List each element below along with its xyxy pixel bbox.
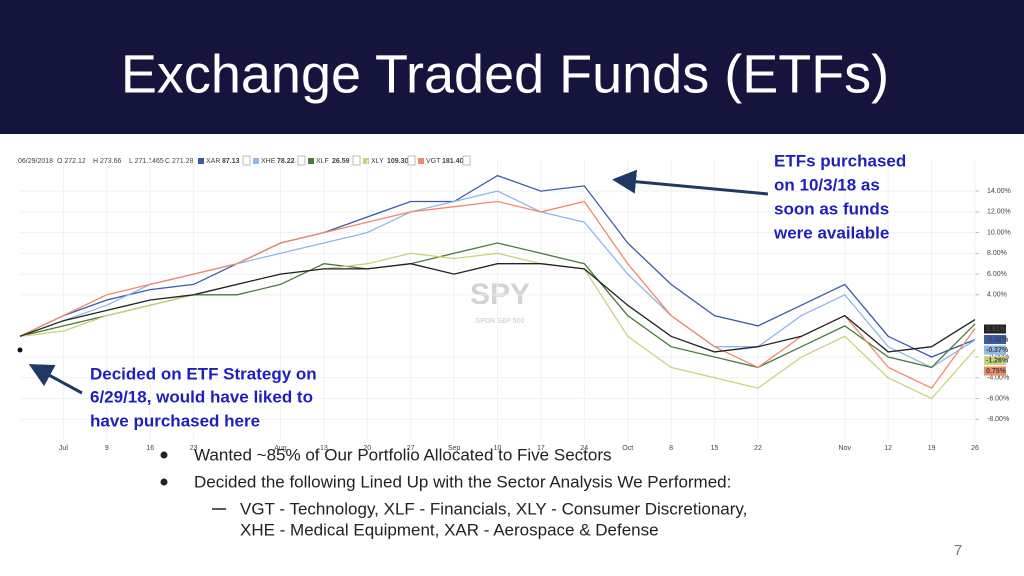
watermark-sub: SPDR S&P 500 xyxy=(476,318,525,325)
end-badge-label: 0.75% xyxy=(986,368,1007,375)
end-badge xyxy=(984,356,1006,365)
legend-dropdown xyxy=(462,155,471,166)
legend-name: XAR xyxy=(206,158,220,165)
legend-quote: 109.30 xyxy=(387,158,409,165)
ohlc: L 271.1465 xyxy=(129,158,164,165)
series-line xyxy=(19,263,976,353)
x-tick-label: 12 xyxy=(884,445,892,452)
y-tick-label: -4.00% xyxy=(987,375,1009,382)
annotation: ETFs purchased xyxy=(774,151,906,170)
legend-name: VGT xyxy=(426,158,441,165)
x-tick-label: 23 xyxy=(190,445,198,452)
annotation: have purchased here xyxy=(90,411,260,430)
x-tick-label: 15 xyxy=(711,445,719,452)
slide-title: Exchange Traded Funds (ETFs) xyxy=(121,44,889,104)
x-tick-label: 27 xyxy=(407,445,415,452)
x-tick-label: 20 xyxy=(363,445,371,452)
annotation: were available xyxy=(773,223,889,242)
legend-swatch xyxy=(308,158,314,164)
page-number: 7 xyxy=(954,542,962,559)
end-badge xyxy=(984,366,1006,376)
end-badge-label: -1.26% xyxy=(986,357,1009,364)
end-badge xyxy=(984,345,1006,355)
y-tick-label: 12.00% xyxy=(987,209,1011,216)
y-tick-label: -8.00% xyxy=(987,416,1009,423)
sub-bullet: XHE - Medical Equipment, XAR - Aerospace… xyxy=(240,520,659,539)
series-line xyxy=(19,174,976,358)
x-tick-label: 26 xyxy=(971,445,979,452)
legend-dropdown xyxy=(407,155,416,166)
title-band xyxy=(0,0,1024,134)
y-tick-label: 4.00% xyxy=(987,292,1007,299)
x-tick-label: 13 xyxy=(320,445,328,452)
legend-swatch xyxy=(253,158,259,164)
legend-swatch xyxy=(363,158,369,164)
y-tick-label: 6.00% xyxy=(987,271,1007,278)
x-tick-label: 10 xyxy=(494,445,502,452)
legend-swatch xyxy=(198,158,204,164)
x-tick-label: 8 xyxy=(669,445,673,452)
x-tick-label: 19 xyxy=(928,445,936,452)
x-tick-label: 24 xyxy=(580,445,588,452)
y-tick-label: 10.00% xyxy=(987,229,1011,236)
legend-name: XLF xyxy=(316,158,329,165)
bullet: Decided the following Lined Up with the … xyxy=(194,472,731,491)
end-badge-label: -0.32% xyxy=(986,336,1009,343)
x-tick-label: Nov xyxy=(839,445,852,452)
x-tick-label: 16 xyxy=(146,445,154,452)
bullet-dot xyxy=(160,451,168,459)
ohlc: O 272.12 xyxy=(57,158,86,165)
annotation: 6/29/18, would have liked to xyxy=(90,387,313,406)
bullet: Wanted ~85% of Our Portfolio Allocated t… xyxy=(194,445,612,464)
end-badge xyxy=(984,324,1006,334)
x-tick-label: Aug xyxy=(274,445,287,452)
end-badge-label: 1.61% xyxy=(986,326,1007,333)
x-tick-label: 17 xyxy=(537,445,545,452)
chart-date: 06/29/2018 xyxy=(18,158,53,165)
chart: 06/29/2018 O 272.12 H 273.66 L 271.1465 C 27… xyxy=(18,155,1011,452)
annotation: soon as funds xyxy=(774,199,889,218)
legend-quote: 181.40 xyxy=(442,158,464,165)
start-dot xyxy=(17,347,23,353)
sub-bullet: VGT - Technology, XLF - Financials, XLY … xyxy=(240,499,747,518)
end-badge xyxy=(984,335,1006,344)
legend-dropdown xyxy=(297,155,306,166)
x-tick-label: Jul xyxy=(59,445,68,452)
y-tick-label: -6.00% xyxy=(987,395,1009,402)
annotation: Decided on ETF Strategy on xyxy=(90,364,317,383)
bullet-dot xyxy=(160,478,168,486)
legend-quote: 78.22 xyxy=(277,158,295,165)
x-tick-label: 22 xyxy=(754,445,762,452)
y-tick-label: 8.00% xyxy=(987,250,1007,257)
legend-swatch xyxy=(418,158,424,164)
y-tick-label: 14.00% xyxy=(987,188,1011,195)
ohlc: C 271.28 xyxy=(165,158,194,165)
arrow xyxy=(28,364,83,395)
legend-quote: 87.13 xyxy=(222,158,240,165)
end-badge-label: -0.37% xyxy=(986,347,1009,354)
legend-name: XLY xyxy=(371,158,384,165)
annotation: on 10/3/18 as xyxy=(774,175,880,194)
arrow xyxy=(612,169,769,196)
series-line xyxy=(19,252,976,400)
legend-quote: 26.59 xyxy=(332,158,350,165)
legend-name: XHE xyxy=(261,158,276,165)
legend-dropdown xyxy=(242,155,251,166)
x-tick-label: Sep xyxy=(448,445,461,452)
x-tick-label: 9 xyxy=(105,445,109,452)
x-tick-label: Oct xyxy=(622,445,633,452)
legend-dropdown xyxy=(352,155,361,166)
